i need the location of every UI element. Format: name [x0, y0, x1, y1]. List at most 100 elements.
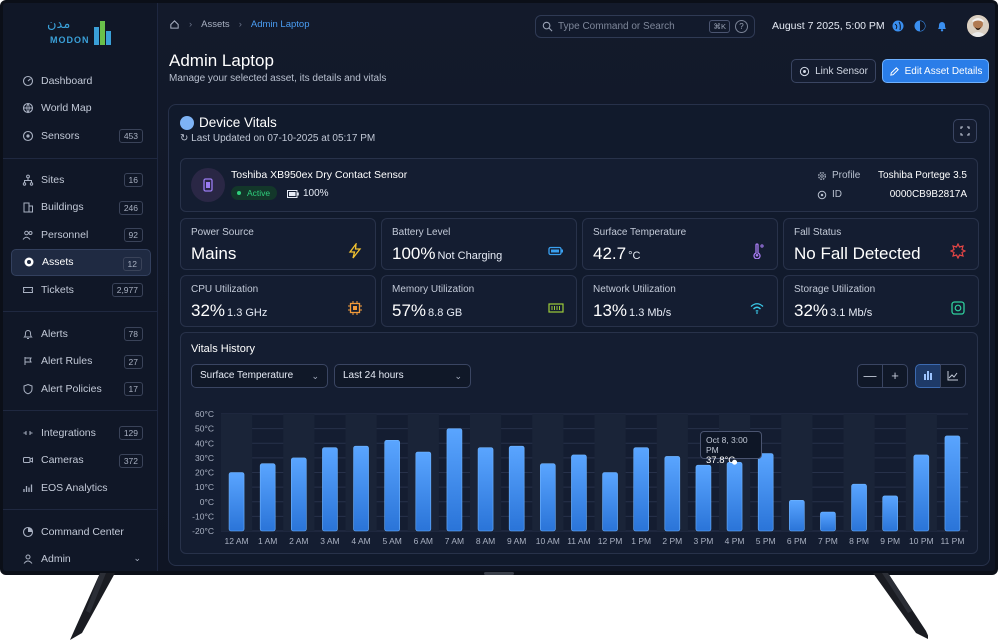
range-select[interactable]: Last 24 hours ⌄ [334, 364, 471, 388]
page-subtitle: Manage your selected asset, its details … [169, 73, 387, 84]
sidebar-group: Sites 16 Buildings 246 Personnel 92 Assets 12 Ti… [11, 166, 151, 304]
zoom-in-button[interactable]: + [882, 364, 908, 388]
count-badge: 12 [122, 256, 142, 271]
x-tick-label: 6 PM [787, 536, 807, 546]
language-globe-icon[interactable] [892, 20, 904, 32]
vital-value-row: 13% 1.3 Mb/s [593, 301, 671, 321]
command-center-icon [21, 525, 35, 539]
link-sensor-label: Link Sensor [815, 65, 868, 77]
hover-point [732, 459, 738, 465]
admin-icon [21, 552, 35, 566]
sidebar-item-alert-policies[interactable]: Alert Policies 17 [11, 375, 151, 403]
sidebar-item-command-center[interactable]: Command Center [11, 518, 151, 546]
home-icon[interactable] [169, 19, 180, 30]
user-avatar[interactable] [967, 15, 989, 37]
vital-card-power-source: Power Source Mains [180, 218, 376, 270]
expand-icon [960, 126, 970, 136]
sidebar-item-buildings[interactable]: Buildings 246 [11, 194, 151, 222]
tooltip-time: Oct 8, 3:00 PM [706, 435, 748, 455]
sidebar-group: Alerts 78 Alert Rules 27 Alert Policies 17 [11, 320, 151, 403]
x-tick-label: 9 AM [507, 536, 526, 546]
device-battery-value: 100% [303, 188, 329, 199]
breadcrumb-assets[interactable]: Assets [201, 19, 230, 30]
count-badge: 78 [123, 327, 143, 341]
vital-value: 32% [191, 301, 226, 320]
vital-label: Memory Utilization [392, 284, 475, 295]
vital-unit: 1.3 Mb/s [629, 307, 672, 319]
sensor-icon [21, 129, 35, 143]
range-select-value: Last 24 hours [343, 370, 404, 381]
sidebar-item-tickets[interactable]: Tickets 2,977 [11, 276, 151, 304]
sidebar-item-sensors[interactable]: Sensors 453 [11, 122, 151, 150]
x-tick-label: 2 PM [662, 536, 682, 546]
zoom-out-button[interactable]: — [857, 364, 883, 388]
storage-icon [951, 301, 965, 315]
tv-stand-left [70, 573, 115, 640]
sidebar-item-admin[interactable]: Admin ⌄ [11, 546, 151, 572]
x-tick-label: 12 AM [225, 536, 249, 546]
chart-bar [228, 472, 245, 532]
y-tick-label: 30°C [195, 453, 214, 463]
dashboard-icon [21, 74, 35, 88]
line-chart-toggle[interactable] [940, 364, 966, 388]
chart-bar [695, 464, 712, 532]
sidebar-item-alerts[interactable]: Alerts 78 [11, 320, 151, 348]
chart-bar [384, 440, 400, 532]
sidebar-item-integrations[interactable]: Integrations 129 [11, 419, 151, 447]
sidebar-item-alert-rules[interactable]: Alert Rules 27 [11, 348, 151, 376]
vital-card-battery-level: Battery Level 100% Not Charging [381, 218, 577, 270]
sidebar-item-label: Personnel [41, 228, 89, 241]
sidebar-item-label: Sites [41, 173, 65, 186]
sidebar-group: Dashboard World Map Sensors 453 [11, 67, 151, 150]
vital-label: Fall Status [794, 227, 842, 238]
count-badge: 246 [118, 200, 143, 215]
current-datetime: August 7 2025, 5:00 PM [772, 20, 885, 32]
vital-label: Storage Utilization [794, 284, 876, 295]
device-icon [191, 168, 225, 202]
chevron-down-icon: ⌄ [311, 371, 319, 381]
tv-frame: مدن MODON Dashboard World Map Sensors 453 Si… [0, 0, 998, 575]
vitals-history: Vitals History Surface Temperature ⌄ Las… [180, 332, 978, 554]
search-input[interactable]: Type Command or Search ⌘K ? [535, 15, 755, 38]
vital-value: 32% [794, 301, 829, 320]
sidebar-item-dashboard[interactable]: Dashboard [11, 67, 151, 95]
breadcrumb-separator: › [238, 19, 242, 30]
count-badge: 16 [123, 173, 143, 187]
app-screen: مدن MODON Dashboard World Map Sensors 453 Si… [3, 3, 995, 571]
sidebar-item-sites[interactable]: Sites 16 [11, 166, 151, 194]
x-tick-label: 5 AM [383, 536, 402, 546]
vital-value-row: No Fall Detected [794, 244, 921, 264]
sidebar-item-cameras[interactable]: Cameras 372 [11, 447, 151, 475]
sidebar-item-label: World Map [41, 102, 92, 115]
chart-bar [664, 456, 681, 532]
vital-unit: 1.3 GHz [227, 307, 268, 319]
chart-bar [322, 447, 338, 532]
building-icon [21, 200, 35, 214]
chevron-down-icon: ⌄ [133, 552, 141, 563]
theme-toggle-icon[interactable] [914, 20, 926, 32]
thermometer-icon [753, 243, 764, 259]
sidebar-item-label: EOS Analytics [41, 481, 108, 494]
sidebar-divider [3, 509, 158, 510]
modon-logo[interactable]: مدن MODON [47, 17, 127, 47]
device-summary: Toshiba XB950ex Dry Contact Sensor Activ… [180, 158, 978, 212]
sidebar-item-eos-analytics[interactable]: EOS Analytics [11, 474, 151, 502]
refresh-icon[interactable]: ↻ [180, 133, 189, 144]
expand-button[interactable] [953, 119, 977, 143]
breadcrumb-current: Admin Laptop [250, 19, 310, 30]
y-tick-label: 0°C [200, 497, 214, 507]
chart-bar [477, 447, 494, 532]
metric-select[interactable]: Surface Temperature ⌄ [191, 364, 328, 388]
edit-asset-button[interactable]: Edit Asset Details [882, 59, 989, 83]
notification-bell-icon[interactable] [936, 20, 948, 32]
device-vitals-panel: Device Vitals ↻ Last Updated on 07-10-20… [168, 104, 990, 566]
sidebar-item-world-map[interactable]: World Map [11, 95, 151, 123]
help-icon[interactable]: ? [735, 20, 748, 33]
sidebar-item-personnel[interactable]: Personnel 92 [11, 221, 151, 249]
link-sensor-button[interactable]: Link Sensor [791, 59, 876, 83]
logo-arabic: مدن [47, 17, 71, 32]
y-tick-label: 40°C [195, 438, 214, 448]
sidebar-item-assets[interactable]: Assets 12 [11, 248, 151, 276]
chart-bar [851, 483, 867, 532]
vital-label: Surface Temperature [593, 227, 687, 238]
